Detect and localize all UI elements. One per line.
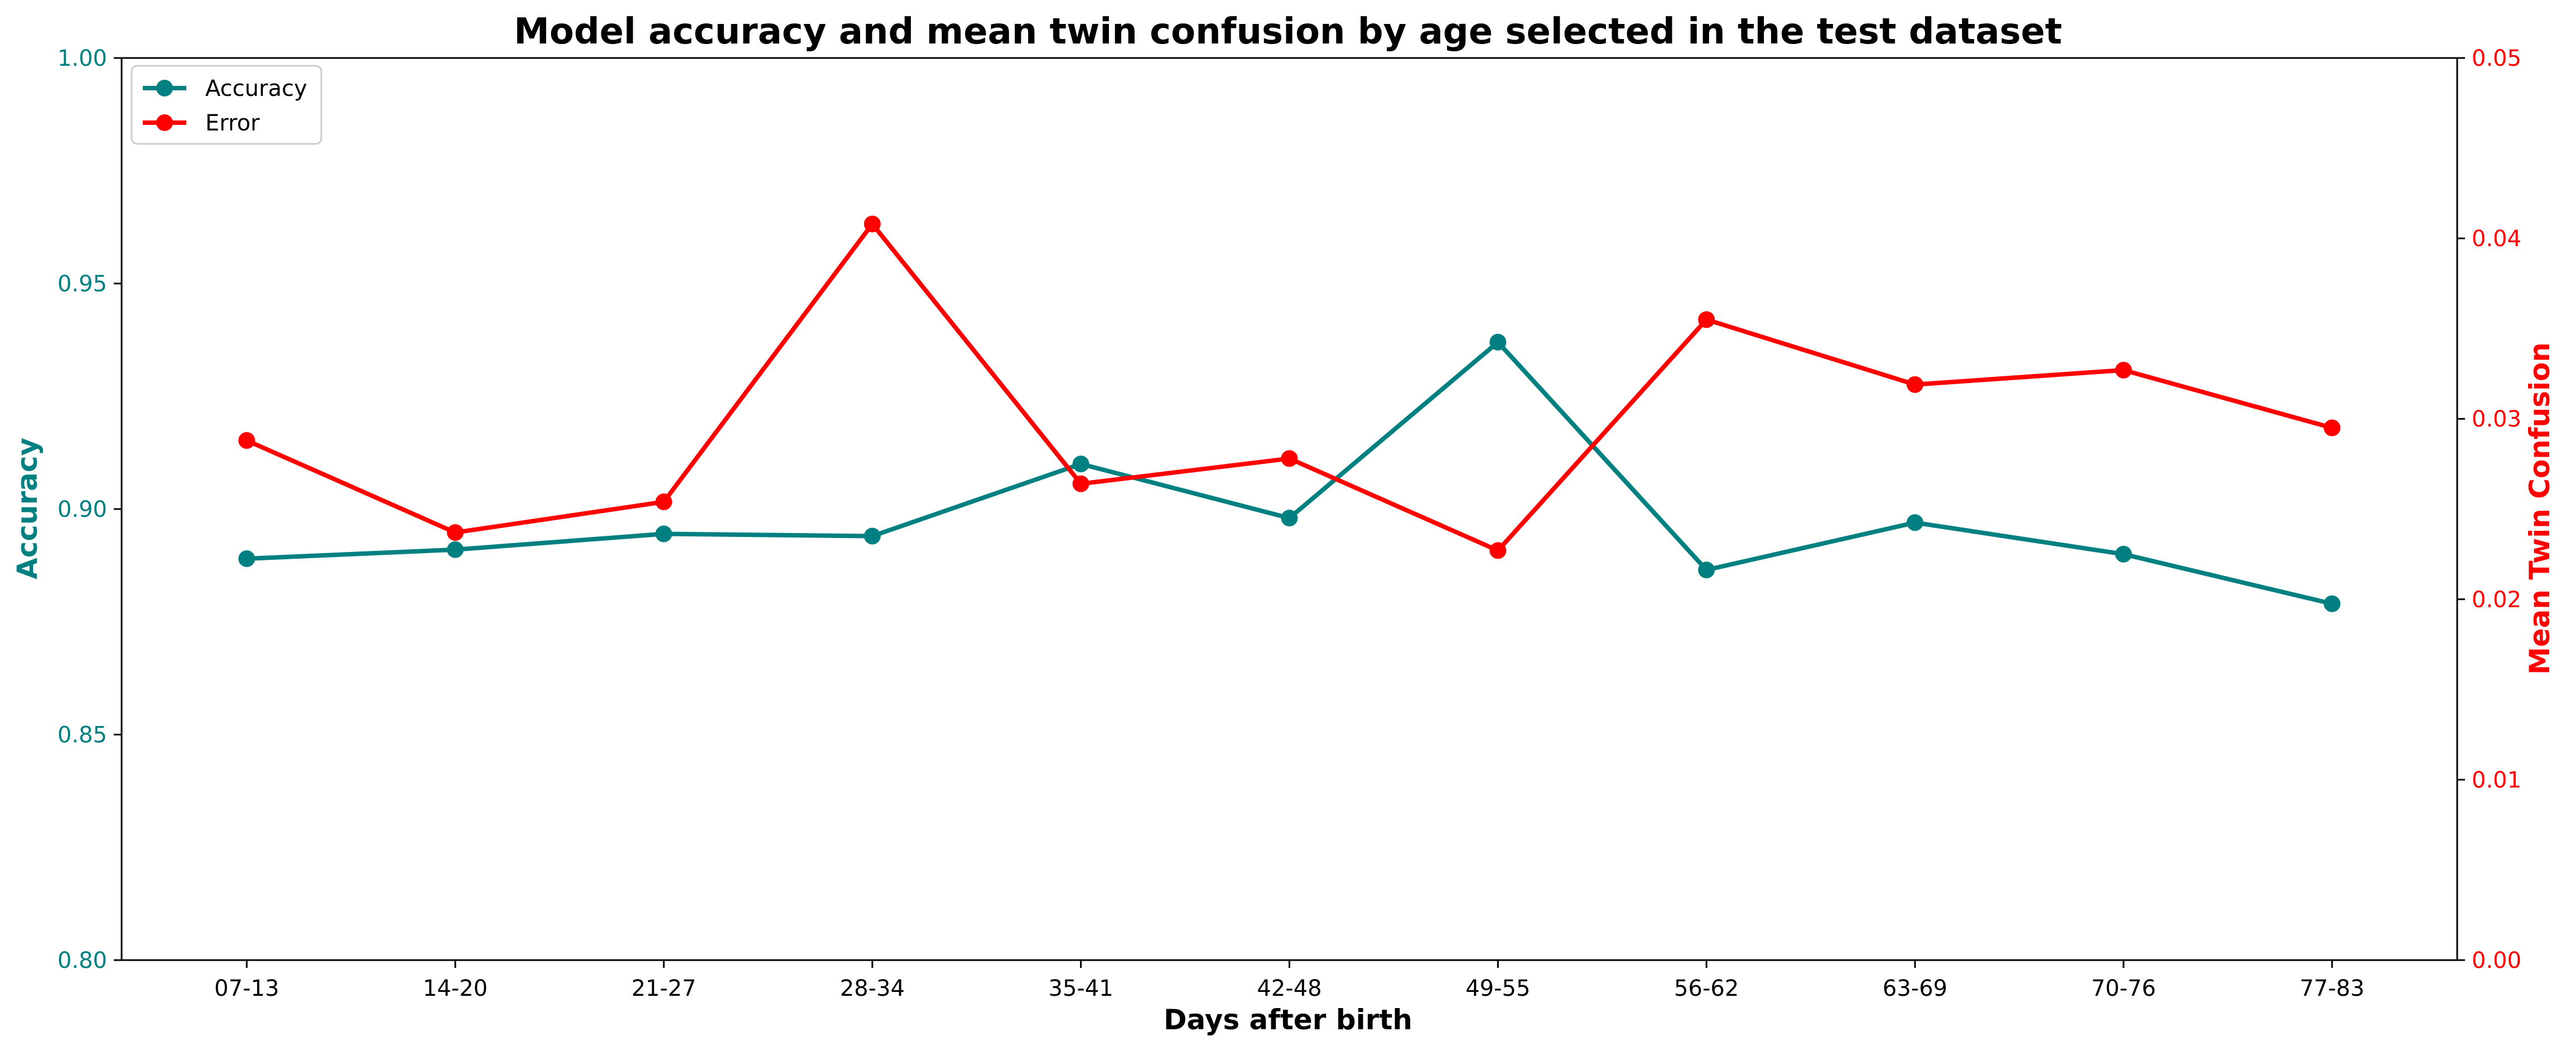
- x-tick-label: 42-48: [1257, 976, 1321, 1001]
- x-tick-label: 49-55: [1465, 976, 1530, 1001]
- x-tick-label: 28-34: [840, 976, 905, 1001]
- x-tick-label: 70-76: [2091, 976, 2156, 1001]
- accuracy-point: [1907, 514, 1924, 531]
- error-point: [655, 493, 672, 511]
- accuracy-point: [864, 527, 881, 545]
- error-point: [447, 524, 464, 541]
- left-y-axis-label: Accuracy: [11, 438, 44, 579]
- left-y-tick-label: 0.80: [57, 948, 107, 973]
- legend-error-label: Error: [205, 110, 260, 136]
- legend-accuracy-label: Accuracy: [205, 76, 307, 101]
- right-y-tick-label: 0.03: [2472, 406, 2521, 432]
- error-point: [1489, 542, 1507, 559]
- x-tick-label: 77-83: [2300, 976, 2365, 1001]
- right-y-tick-label: 0.05: [2472, 46, 2521, 71]
- left-y-tick-label: 0.85: [57, 723, 107, 748]
- left-y-tick-label: 0.95: [57, 272, 107, 297]
- x-tick-label: 07-13: [214, 976, 279, 1001]
- plot-area: 07-13 14-20 21-27 28-34 35-41 42-48 49-55 56-62…: [57, 46, 2521, 1001]
- x-tick-label: 56-62: [1674, 976, 1739, 1001]
- accuracy-point: [1489, 333, 1507, 351]
- error-point: [1698, 311, 1715, 328]
- error-point: [2323, 419, 2341, 437]
- legend: Accuracy Error: [131, 65, 322, 145]
- accuracy-point: [447, 541, 464, 558]
- left-y-tick-label: 1.00: [57, 46, 107, 71]
- right-y-tick-label: 0.04: [2472, 226, 2521, 252]
- x-tick-label: 35-41: [1049, 976, 1113, 1001]
- right-y-tick-label: 0.01: [2472, 767, 2521, 793]
- right-y-tick-label: 0.02: [2472, 587, 2521, 613]
- left-y-tick-label: 0.90: [57, 497, 107, 522]
- error-point: [1072, 475, 1089, 492]
- accuracy-point: [238, 550, 255, 567]
- x-tick-label: 21-27: [631, 976, 696, 1001]
- accuracy-point: [1281, 510, 1298, 527]
- accuracy-point: [655, 525, 672, 543]
- right-y-axis-label: Mean Twin Confusion: [2524, 342, 2556, 675]
- accuracy-point: [1072, 456, 1089, 473]
- x-axis-label: Days after birth: [1164, 1004, 1412, 1036]
- error-point: [864, 215, 881, 233]
- error-point: [1907, 376, 1924, 393]
- x-tick-label: 14-20: [423, 976, 488, 1001]
- accuracy-point: [2323, 595, 2341, 612]
- error-point: [238, 432, 255, 449]
- error-point: [1281, 450, 1298, 467]
- accuracy-point: [2115, 545, 2132, 563]
- chart-title: Model accuracy and mean twin confusion b…: [514, 11, 2062, 52]
- x-tick-label: 63-69: [1883, 976, 1947, 1001]
- error-point: [2115, 361, 2132, 379]
- legend-accuracy-marker: [156, 80, 173, 96]
- accuracy-point: [1698, 561, 1715, 579]
- legend-error-marker: [156, 114, 173, 131]
- right-y-tick-label: 0.00: [2472, 948, 2521, 973]
